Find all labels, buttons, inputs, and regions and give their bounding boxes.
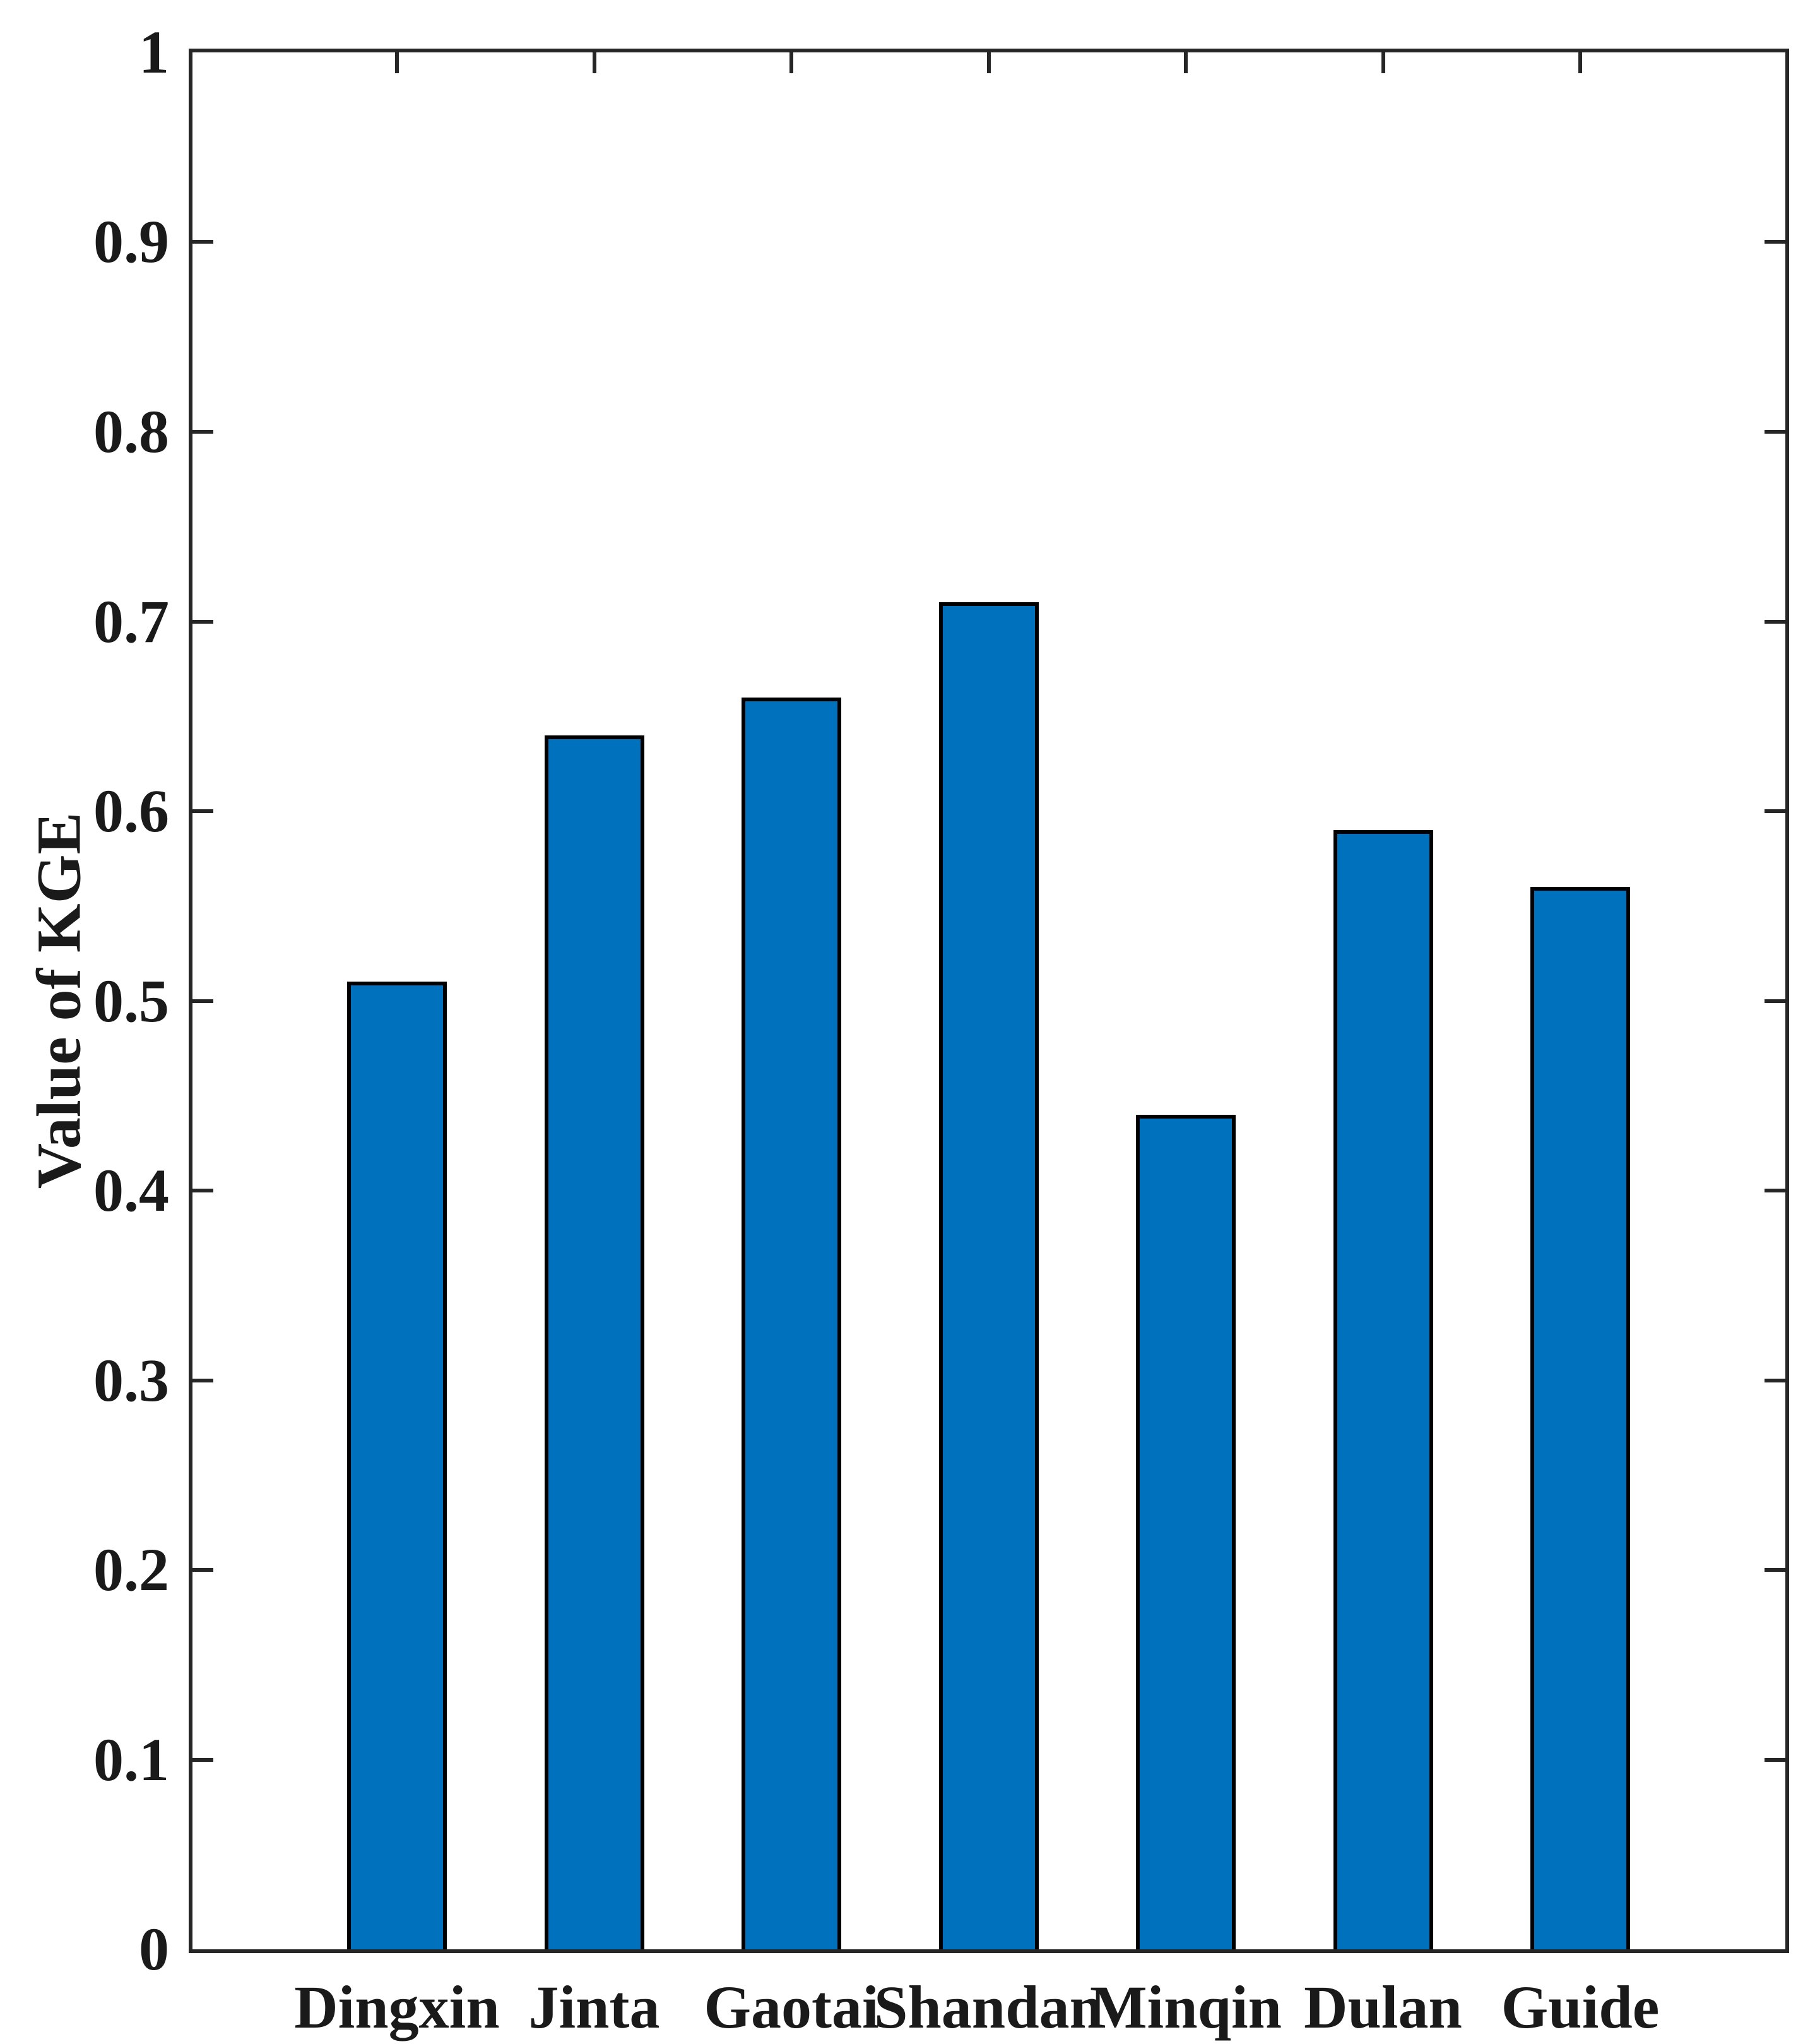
y-tick-mark-left	[192, 809, 213, 813]
plot-area	[189, 49, 1789, 1953]
x-category-label-gaotai: Gaotai	[704, 1973, 879, 2041]
y-tick-label-0.6: 0.6	[93, 777, 169, 845]
bar-shandan	[938, 602, 1039, 1949]
y-tick-mark-left	[192, 1568, 213, 1572]
y-tick-label-0.3: 0.3	[93, 1346, 169, 1414]
y-tick-label-0.2: 0.2	[93, 1536, 169, 1603]
bar-guide	[1530, 887, 1630, 1949]
y-tick-mark-right	[1765, 620, 1785, 624]
y-tick-mark-right	[1765, 809, 1785, 813]
y-tick-mark-right	[1765, 1189, 1785, 1192]
x-category-label-shandan: Shandan	[874, 1973, 1103, 2041]
y-tick-mark-right	[1765, 1379, 1785, 1382]
y-tick-mark-right	[1765, 430, 1785, 434]
x-tick-mark-top	[1184, 52, 1188, 73]
x-tick-mark-top	[986, 52, 991, 73]
y-tick-label-0.4: 0.4	[93, 1156, 169, 1224]
x-tick-mark-top	[789, 52, 793, 73]
x-tick-mark-top	[1578, 52, 1582, 73]
y-tick-mark-right	[1765, 1758, 1785, 1762]
y-tick-mark-left	[192, 1379, 213, 1382]
y-tick-mark-right	[1765, 240, 1785, 244]
y-tick-label-1: 1	[139, 18, 169, 86]
y-tick-mark-left	[192, 620, 213, 624]
y-tick-label-0.9: 0.9	[93, 208, 169, 275]
bar-gaotai	[742, 698, 841, 1949]
bar-jinta	[544, 735, 644, 1949]
y-tick-label-0.7: 0.7	[93, 588, 169, 655]
x-category-label-minqin: Minqin	[1089, 1973, 1282, 2041]
x-category-label-dingxin: Dingxin	[294, 1973, 500, 2041]
y-tick-label-0.1: 0.1	[93, 1726, 169, 1793]
bar-dulan	[1333, 830, 1433, 1949]
y-tick-mark-left	[192, 1189, 213, 1192]
y-tick-label-0.8: 0.8	[93, 398, 169, 465]
x-tick-mark-top	[395, 52, 399, 73]
x-category-label-guide: Guide	[1501, 1973, 1660, 2041]
x-category-label-dulan: Dulan	[1304, 1973, 1462, 2041]
y-tick-mark-right	[1765, 999, 1785, 1003]
y-tick-label-0.5: 0.5	[93, 967, 169, 1035]
y-tick-mark-left	[192, 999, 213, 1003]
bar-dingxin	[347, 982, 447, 1949]
y-tick-mark-right	[1765, 1568, 1785, 1572]
x-tick-mark-top	[1381, 52, 1385, 73]
x-tick-mark-top	[592, 52, 596, 73]
y-tick-mark-left	[192, 240, 213, 244]
bar-minqin	[1136, 1115, 1236, 1949]
y-tick-mark-left	[192, 430, 213, 434]
y-tick-mark-left	[192, 1758, 213, 1762]
x-category-label-jinta: Jinta	[528, 1973, 660, 2041]
y-tick-label-0: 0	[139, 1915, 169, 1983]
